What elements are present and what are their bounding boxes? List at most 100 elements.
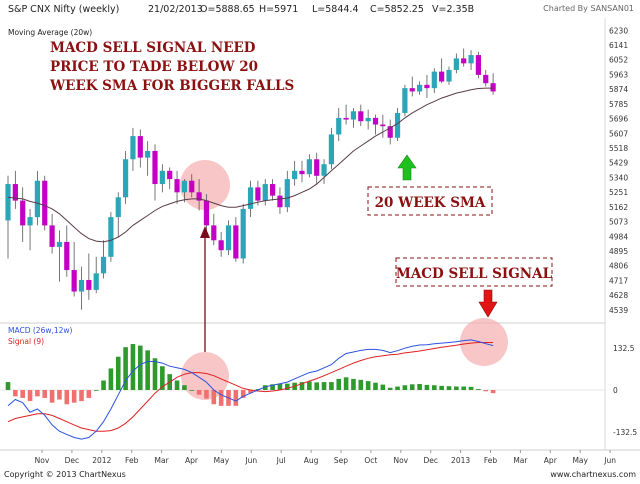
candle [262,179,268,206]
macd-annotation-text: MACD SELL SIGNAL [396,266,553,282]
price-axis: 4539 4628 4717 4806 4895 4984 5073 5162 5251 5340… [609,26,628,315]
time-tick-label: Sep [334,456,348,465]
candle [475,51,481,79]
macd-annotation-box [395,257,553,287]
price-tick-label: 5251 [609,188,628,197]
candle [115,192,121,237]
histogram-bar [233,390,239,406]
annotation-line-3: WEEK SMA FOR BIGGER FALLS [49,78,294,94]
price-tick-label: 4806 [609,262,628,271]
candle [225,220,232,256]
candle-body [145,150,151,158]
histogram-bar [417,383,422,390]
histogram-bar [101,380,106,390]
candle [86,253,92,300]
candle [240,203,246,264]
price-tick-label: 5874 [609,85,628,94]
candle [56,230,63,282]
candle [152,144,158,201]
histogram-bar [123,347,128,390]
candle-body [284,179,290,208]
candle [431,68,437,94]
candle-body [130,136,136,160]
time-tick-label: Dec [65,456,80,465]
candle-body [394,112,401,138]
candle [306,154,312,178]
histogram-bar [108,368,114,390]
time-tick-label: Nov [35,456,50,465]
histogram-bar [57,390,62,400]
candle-body [5,184,11,221]
histogram-bar [71,390,77,403]
candle-body [240,208,246,259]
candle-body [402,88,408,113]
price-tick-label: 4895 [609,247,628,256]
histogram-bar [248,390,253,394]
price-tick-label: 5340 [609,173,628,182]
time-tick-label: Dec [423,456,438,465]
candle-body [321,164,327,176]
histogram-bar [49,390,55,403]
annotation-line-1: MACD SELL SIGNAL NEED [50,40,256,56]
histogram-bar [402,385,408,390]
histogram-bar [432,385,437,390]
candle-body [27,217,33,226]
candle [12,170,18,209]
candle-body [336,117,342,135]
candle [409,76,415,97]
histogram-bar [196,390,202,395]
macd-cross-highlight-circle [181,352,229,400]
histogram-bar [454,386,459,390]
candle [49,213,55,254]
candle [277,187,283,214]
price-tick-label: 5162 [609,203,628,212]
candle-body [64,241,70,271]
price-tick-label: 4717 [609,276,628,285]
price-tick-label: 5607 [609,129,628,138]
candle [439,58,445,84]
candle-body [49,225,55,247]
charted-by-label: Charted By SANSAN01 [543,4,634,13]
copyright-text: Copyright © 2013 ChartNexus [4,470,126,479]
price-tick-label: 6230 [609,26,628,35]
candle [145,141,151,176]
time-tick-label: Nov [393,456,408,465]
candle [174,170,180,204]
candle-body [417,84,423,92]
candle-body [189,180,195,193]
time-tick-label: May [214,456,230,465]
candle-body [167,170,173,180]
time-tick-label: Jul [276,456,286,465]
candle-body [262,184,268,201]
candle [314,152,320,185]
histogram-bar [307,381,312,390]
candle [100,240,107,279]
candle [123,150,129,204]
histogram-bar [314,382,319,390]
candle-body [409,88,415,92]
histogram-bar [270,384,275,390]
candle-body [71,270,77,292]
candle-body [468,55,474,64]
candle-body [380,124,386,127]
histogram-bar [373,382,378,390]
sma-20w-line [7,87,494,243]
candle [336,107,342,142]
histogram-bar [35,390,40,397]
candle [350,107,357,128]
candle-body [314,159,320,176]
histogram-bar [439,385,444,390]
candle-body [328,134,334,165]
histogram-bar [145,350,150,390]
candle-body [424,84,430,89]
histogram-bar [424,384,430,390]
candle [189,174,195,198]
candle-body [108,217,114,257]
candle-body [490,83,496,92]
candle-body [56,241,63,247]
histogram-bar [174,380,180,390]
histogram-bar [483,390,489,392]
histogram-bar [20,390,25,398]
